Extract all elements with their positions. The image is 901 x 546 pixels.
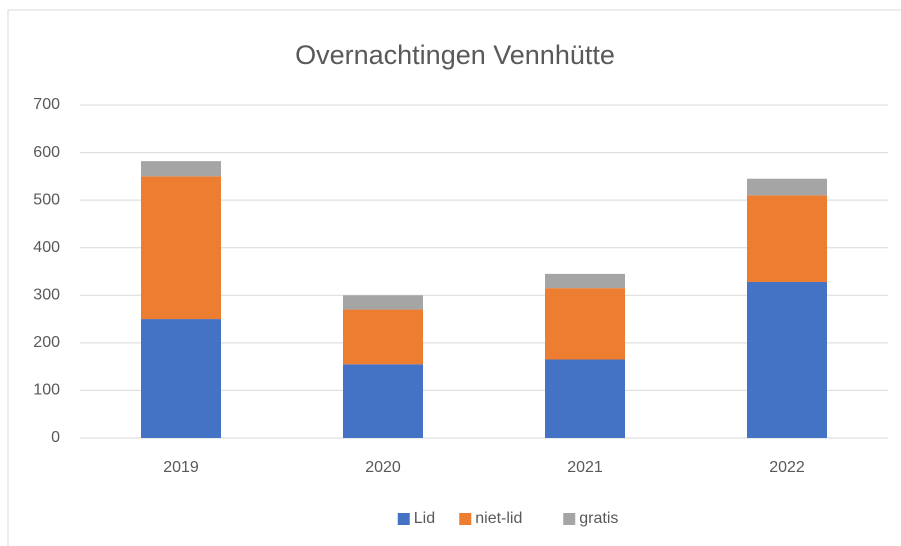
x-tick-label: 2022 bbox=[769, 459, 805, 476]
bar-segment bbox=[545, 273, 625, 289]
bar-segment bbox=[747, 281, 827, 438]
bar-segment bbox=[545, 359, 625, 438]
chart-title: Overnachtingen Vennhütte bbox=[295, 40, 615, 70]
bar-segment bbox=[747, 178, 827, 196]
x-tick-label: 2020 bbox=[365, 459, 401, 476]
y-tick-label: 400 bbox=[33, 239, 60, 256]
bar-segment bbox=[141, 176, 221, 320]
legend-label: Lid bbox=[414, 510, 435, 527]
legend-label: niet-lid bbox=[475, 510, 522, 527]
bar-segment bbox=[343, 309, 423, 365]
legend-swatch bbox=[397, 513, 410, 525]
y-tick-label: 100 bbox=[33, 382, 60, 399]
y-tick-label: 600 bbox=[33, 144, 60, 161]
y-tick-label: 300 bbox=[33, 287, 60, 304]
bar-segment bbox=[343, 295, 423, 310]
legend-label: gratis bbox=[579, 510, 618, 527]
bar-segment bbox=[141, 161, 221, 177]
legend-swatch bbox=[459, 513, 472, 525]
x-tick-label: 2019 bbox=[163, 459, 199, 476]
bar-segment bbox=[545, 288, 625, 360]
y-tick-label: 0 bbox=[51, 429, 60, 446]
bar-segment bbox=[141, 319, 221, 438]
y-tick-label: 700 bbox=[33, 96, 60, 113]
y-tick-label: 500 bbox=[33, 191, 60, 208]
y-tick-label: 200 bbox=[33, 334, 60, 351]
x-tick-label: 2021 bbox=[567, 459, 603, 476]
bar-segment bbox=[747, 195, 827, 282]
bar-segment bbox=[343, 364, 423, 438]
legend-swatch bbox=[563, 513, 576, 525]
